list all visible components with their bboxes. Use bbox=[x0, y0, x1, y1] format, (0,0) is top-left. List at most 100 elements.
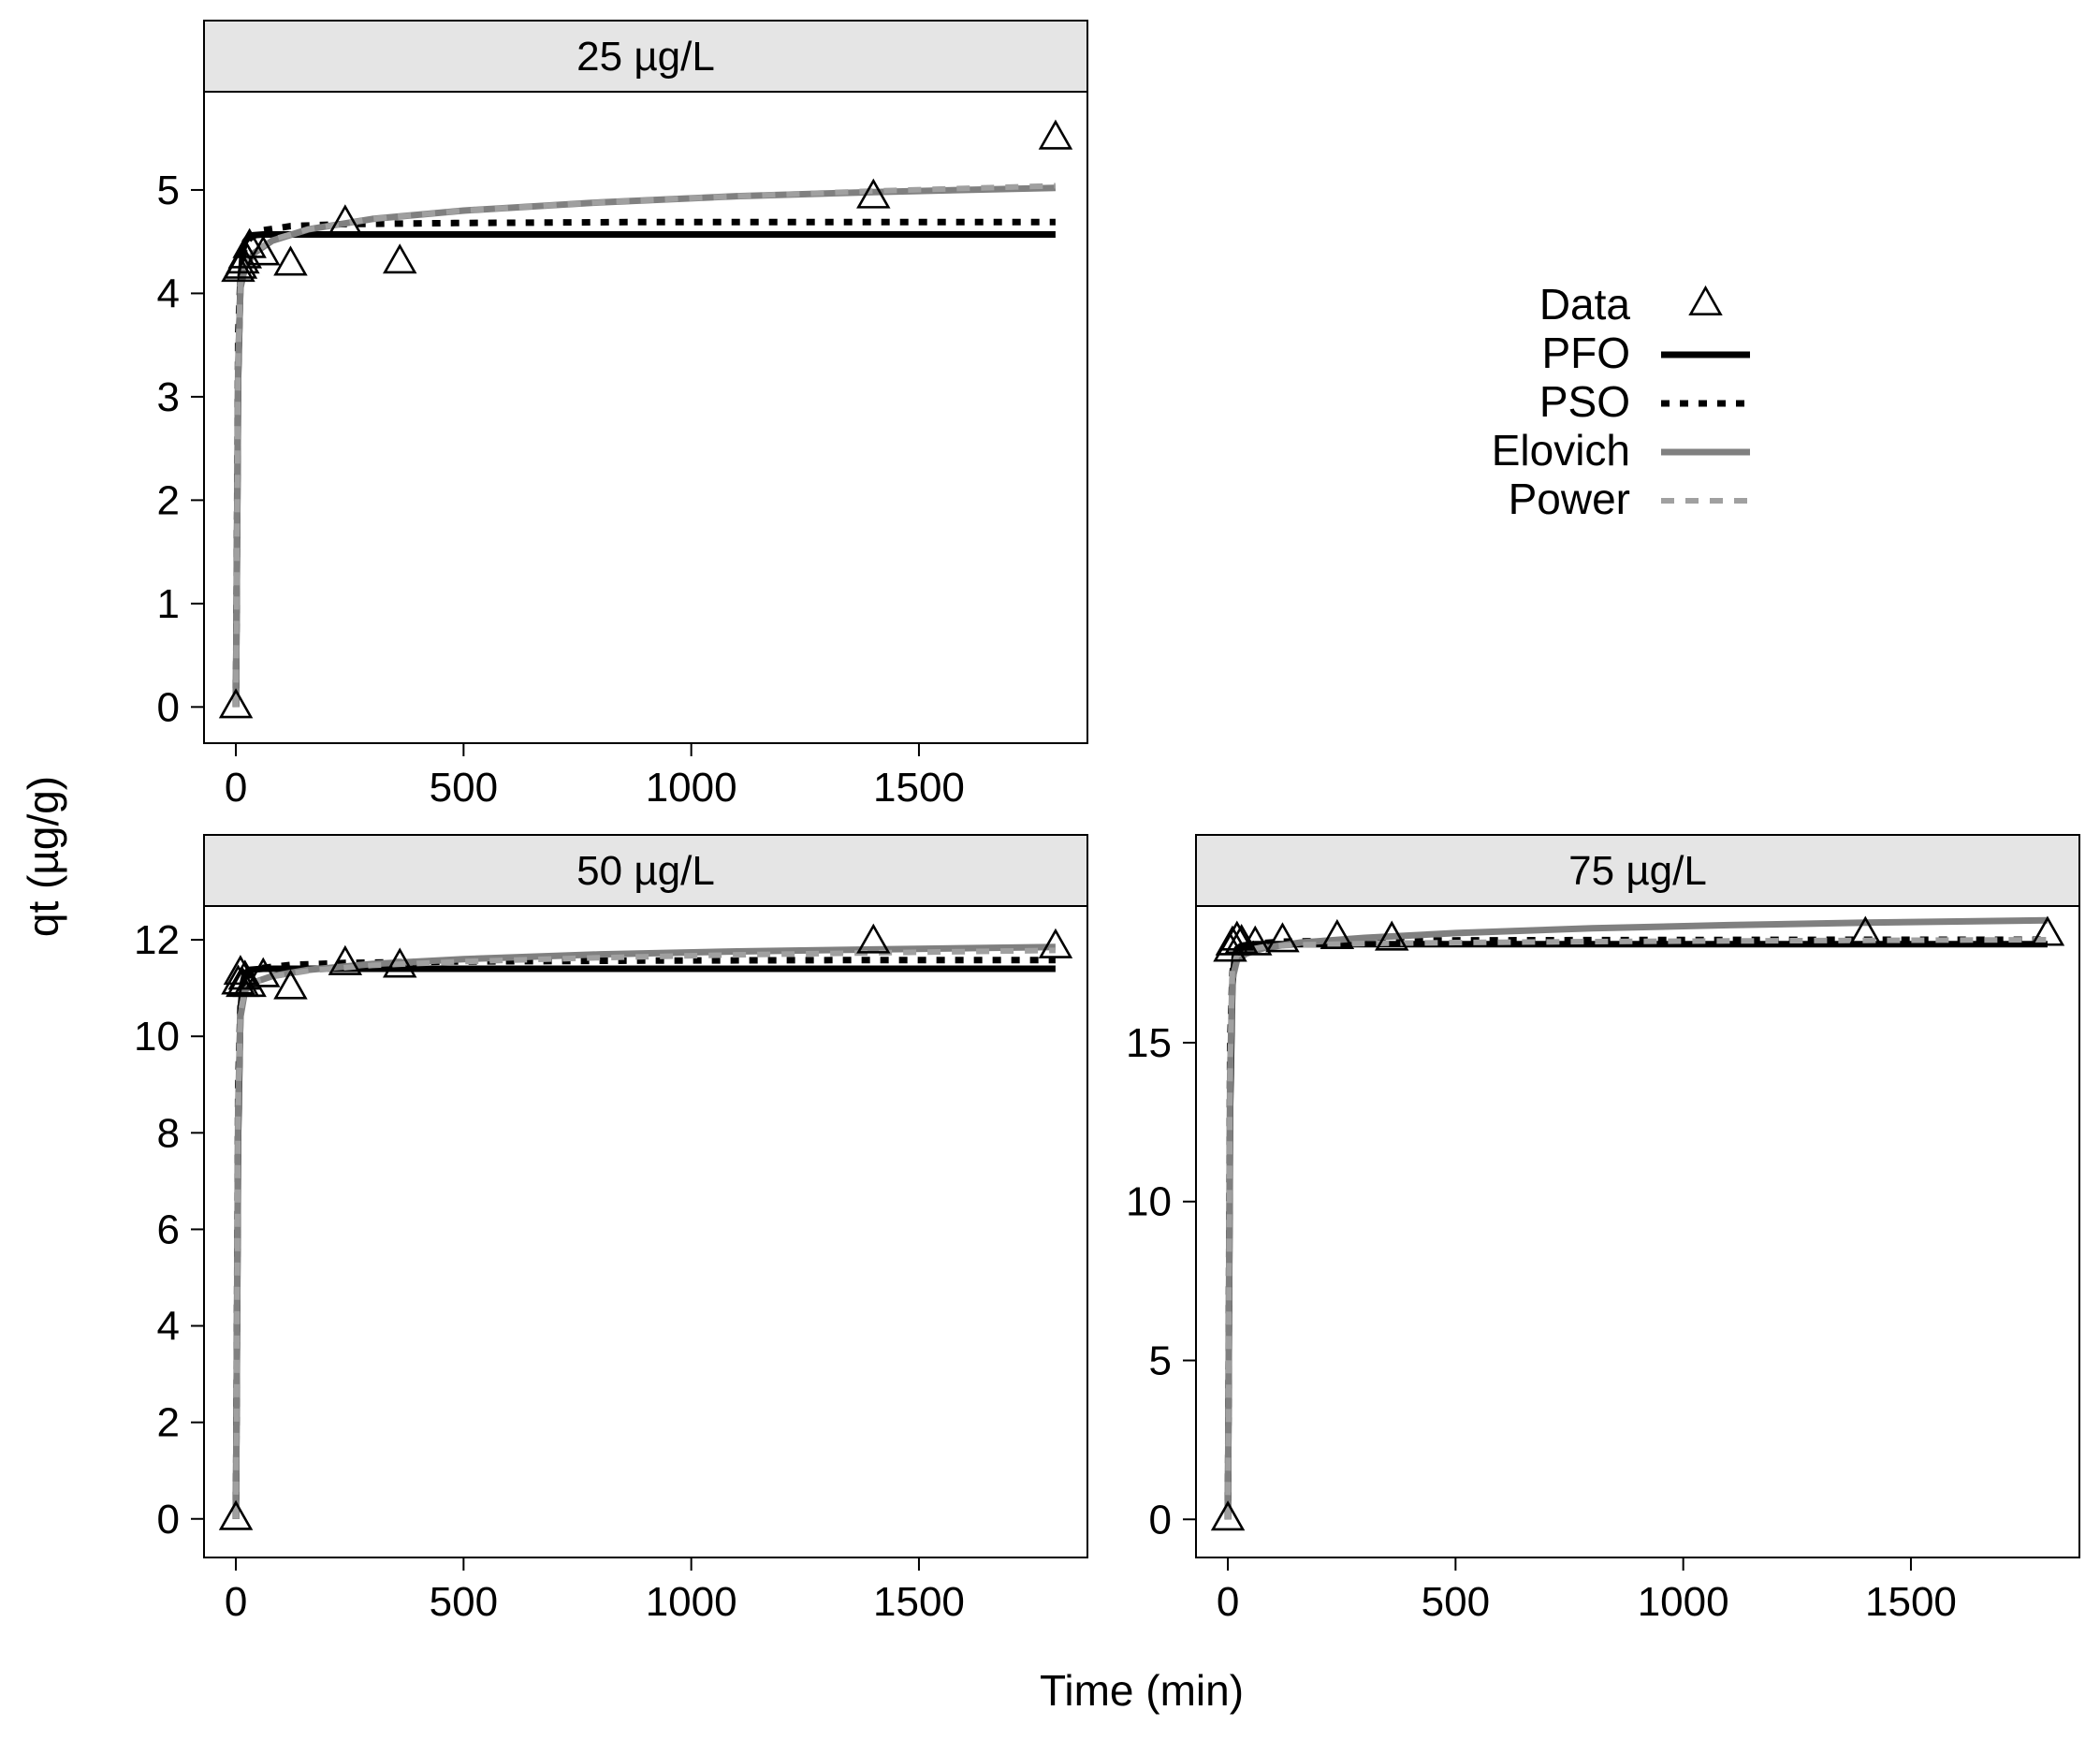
data-point bbox=[221, 964, 255, 995]
series-lines bbox=[1224, 916, 2048, 1520]
x-tick-label: 1500 bbox=[873, 765, 965, 811]
x-axis: 0 500 1000 1500 bbox=[1217, 1557, 1957, 1625]
x-axis: 0 500 1000 1500 bbox=[225, 743, 965, 811]
data-point bbox=[1320, 918, 1355, 949]
y-tick-label: 0 bbox=[157, 684, 180, 730]
y-tick-label: 8 bbox=[157, 1110, 180, 1156]
x-tick-label: 500 bbox=[430, 1579, 498, 1625]
x-tick-label: 0 bbox=[1217, 1579, 1239, 1625]
y-tick-label: 5 bbox=[1149, 1338, 1172, 1384]
series-line-power bbox=[1225, 937, 2048, 1520]
x-tick-label: 500 bbox=[1422, 1579, 1490, 1625]
data-point bbox=[1375, 920, 1409, 951]
data-point bbox=[856, 178, 891, 209]
y-tick-label: 12 bbox=[134, 917, 180, 963]
data-point bbox=[328, 944, 363, 975]
data-point bbox=[1265, 922, 1300, 953]
legend-label: Data bbox=[1539, 280, 1631, 329]
series-line-pfo bbox=[232, 965, 1056, 1519]
data-point bbox=[218, 1499, 254, 1530]
data-point bbox=[2030, 915, 2065, 946]
y-tick-label: 15 bbox=[1126, 1020, 1172, 1066]
data-point bbox=[273, 969, 308, 1000]
x-tick-label: 1000 bbox=[646, 1579, 737, 1625]
x-axis-label: Time (min) bbox=[1040, 1666, 1244, 1715]
data-point bbox=[383, 947, 417, 978]
x-tick-label: 1000 bbox=[1638, 1579, 1729, 1625]
x-tick-label: 500 bbox=[430, 765, 498, 811]
data-point bbox=[246, 957, 281, 987]
legend-item-data: Data bbox=[1539, 280, 1723, 329]
y-axis: 0 2 4 6 8 10 12 bbox=[134, 917, 204, 1543]
panel-bottom-right: 75 µg/L 0 500 1000 1500 0 5 10 15 bbox=[1126, 834, 2080, 1625]
data-point bbox=[856, 923, 891, 954]
panel-title: 50 µg/L bbox=[576, 848, 715, 894]
x-tick-label: 1500 bbox=[1865, 1579, 1957, 1625]
data-point bbox=[232, 966, 267, 998]
series-lines bbox=[232, 183, 1056, 708]
data-points bbox=[218, 923, 1073, 1530]
legend-item-pfo: PFO bbox=[1541, 329, 1750, 377]
legend-item-pso: PSO bbox=[1539, 377, 1750, 426]
series-line-elovich bbox=[232, 184, 1056, 708]
data-point bbox=[328, 204, 363, 235]
y-tick-label: 6 bbox=[157, 1206, 180, 1252]
panel-bottom-left: 50 µg/L 0 500 1000 1500 0 2 4 6 8 10 12 bbox=[134, 834, 1088, 1625]
series-line-power bbox=[233, 947, 1056, 1519]
y-tick-label: 10 bbox=[134, 1014, 180, 1060]
y-tick-label: 4 bbox=[157, 1304, 180, 1350]
data-point bbox=[1210, 1500, 1246, 1531]
data-point bbox=[1215, 925, 1250, 956]
series-line-power bbox=[233, 183, 1056, 708]
y-tick-label: 0 bbox=[1149, 1497, 1172, 1543]
x-tick-label: 1500 bbox=[873, 1579, 965, 1625]
data-point bbox=[232, 227, 267, 258]
panel-frame bbox=[203, 91, 1088, 744]
legend-label: PFO bbox=[1541, 329, 1630, 377]
data-point bbox=[246, 235, 281, 266]
panel-title: 25 µg/L bbox=[576, 34, 715, 80]
legend-item-power: Power bbox=[1509, 475, 1750, 523]
y-tick-label: 5 bbox=[157, 168, 180, 213]
data-point bbox=[1038, 928, 1073, 958]
data-points bbox=[1210, 915, 2065, 1531]
y-tick-label: 2 bbox=[157, 477, 180, 523]
legend-item-elovich: Elovich bbox=[1492, 426, 1750, 475]
data-points bbox=[218, 119, 1073, 719]
series-lines bbox=[232, 943, 1056, 1519]
y-tick-label: 10 bbox=[1126, 1179, 1172, 1225]
series-line-pfo bbox=[1224, 941, 2048, 1520]
y-tick-label: 2 bbox=[157, 1400, 180, 1446]
data-point bbox=[383, 243, 417, 274]
panel-frame bbox=[203, 905, 1088, 1558]
y-axis: 0 1 2 3 4 5 bbox=[157, 168, 204, 730]
series-line-pso bbox=[1224, 936, 2048, 1520]
data-point bbox=[1219, 920, 1255, 951]
y-axis: 0 5 10 15 bbox=[1126, 1020, 1196, 1543]
panel-title: 75 µg/L bbox=[1568, 848, 1707, 894]
panel-strip bbox=[203, 20, 1088, 93]
legend-label: Power bbox=[1509, 475, 1630, 523]
y-axis-label: qt (µg/g) bbox=[19, 776, 67, 937]
series-line-pso bbox=[232, 218, 1056, 708]
y-tick-label: 1 bbox=[157, 581, 180, 627]
y-tick-label: 3 bbox=[157, 374, 180, 420]
y-tick-label: 4 bbox=[157, 271, 180, 316]
data-point bbox=[1848, 915, 1883, 946]
series-line-elovich bbox=[1224, 916, 2048, 1520]
legend-label: Elovich bbox=[1492, 426, 1630, 475]
x-tick-label: 0 bbox=[225, 1579, 247, 1625]
legend-marker bbox=[1688, 285, 1723, 316]
x-tick-label: 1000 bbox=[646, 765, 737, 811]
series-line-elovich bbox=[232, 943, 1056, 1519]
series-line-pso bbox=[232, 957, 1056, 1519]
legend-label: PSO bbox=[1539, 377, 1630, 426]
panel-top-left: 25 µg/L 0 500 1000 1500 0 1 2 3 4 5 bbox=[157, 20, 1088, 811]
x-axis: 0 500 1000 1500 bbox=[225, 1557, 965, 1625]
data-point bbox=[273, 245, 308, 276]
y-tick-label: 0 bbox=[157, 1497, 180, 1543]
